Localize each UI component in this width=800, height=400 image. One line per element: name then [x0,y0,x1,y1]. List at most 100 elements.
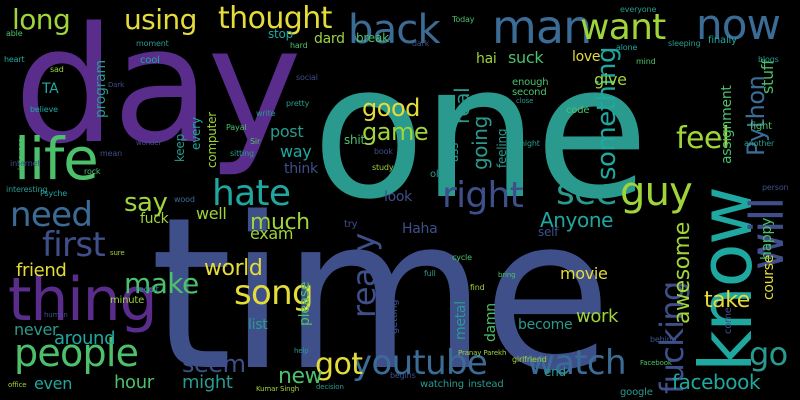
word-girlfriend: girlfriend [512,355,547,364]
word-watch: watch [527,343,627,383]
word-damn: damn [483,303,499,342]
word-something: something [592,47,622,180]
word-night: night [520,139,540,148]
word-people: people [14,331,139,375]
word-world: world [204,256,263,281]
word-love: love [572,49,601,65]
word-list: list [248,317,268,333]
word-wood: wood [174,195,195,204]
word-way: way [280,142,312,161]
word-around: around [54,328,116,349]
word-work: work [576,306,619,327]
word-begins: begins [390,371,416,380]
word-interesting: interesting [6,185,48,194]
word-movie: movie [560,264,608,283]
word-new: new [278,364,323,389]
word-enough: enough [512,77,549,88]
word-help: help [294,347,309,355]
word-today: Today [452,15,475,24]
word-sir: Sir [250,137,261,146]
word-life: life [14,125,99,193]
word-bring: bring [498,271,516,279]
word-make: make [124,267,199,300]
word-hate: hate [212,173,291,214]
word-close: close [516,97,534,105]
word-moment: moment [136,39,169,48]
word-minute: minute [110,295,145,306]
word-cycle: cycle [452,253,472,262]
word-man: man [492,0,592,54]
word-youtube: youtube [352,343,488,383]
word-exam: exam [250,224,294,243]
word-come: come [723,307,734,334]
word-please: please [297,281,313,326]
word-never: never [14,320,59,339]
word-thought: thought [218,1,332,36]
word-look: look [384,189,413,205]
word-write: write [256,109,276,118]
word-able: able [6,29,23,38]
word-much: much [250,210,310,235]
word-mind: mind [636,57,656,66]
word-song: song [234,273,314,313]
word-old: old [430,169,445,180]
word-well: well [196,204,227,223]
word-finally: finally [708,35,737,46]
word-go: go [749,335,788,373]
word-even: even [34,374,73,393]
word-now: now [696,0,781,49]
word-think: think [284,161,318,177]
word-assignment: assignment [719,85,735,164]
word-see: see [556,172,618,213]
word-book: book [374,147,393,156]
word-post: post [270,122,304,141]
word-ta: TA [42,81,59,97]
word-course: course [761,254,777,300]
word-rock: rock [84,167,101,176]
word-first: first [42,225,106,265]
word-fight: fight [750,121,772,132]
word-dark: dark [412,39,430,48]
word-heart: heart [4,55,25,64]
word-good: good [362,94,420,122]
word-might: might [182,372,233,393]
word-feeling: feeling [495,128,509,168]
word-psyche: Psyche [40,189,68,198]
word-friend: friend [16,260,67,281]
word-full: full [424,269,436,278]
word-behind: behind [650,335,677,344]
word-facebook-small: Facebook [640,359,672,367]
word-alone: alone [616,43,638,52]
word-sure: sure [110,249,125,257]
word-sitting: sitting [230,149,254,158]
word-awesome: awesome [670,222,695,324]
word-cool: cool [140,55,160,66]
word-give: give [594,70,627,89]
word-break: break [356,31,389,45]
word-anyone: Anyone [540,208,614,232]
word-human: human [44,311,68,319]
word-hour: hour [114,372,154,393]
word-hai: hai [476,51,497,67]
word-blogs: blogs [758,55,779,64]
word-day: day [14,0,302,179]
word-fuck: fuck [140,211,169,227]
word-study: study [372,163,394,172]
word-everyone: everyone [620,5,657,14]
word-stop: stop [268,27,293,41]
word-really: really [345,233,383,318]
word-pretty: pretty [286,99,310,108]
word-google: google [620,387,653,398]
word-mean: mean [100,149,123,158]
word-become: become [518,317,573,333]
word-second: second [512,87,547,98]
word-feel: feel [676,121,730,156]
word-haha: Haha [402,221,438,237]
word-using: using [124,3,197,36]
word-need: need [10,195,93,235]
word-say: say [124,188,168,218]
word-going: going [468,116,492,170]
word-another: another [744,139,775,148]
word-want: want [580,7,666,48]
